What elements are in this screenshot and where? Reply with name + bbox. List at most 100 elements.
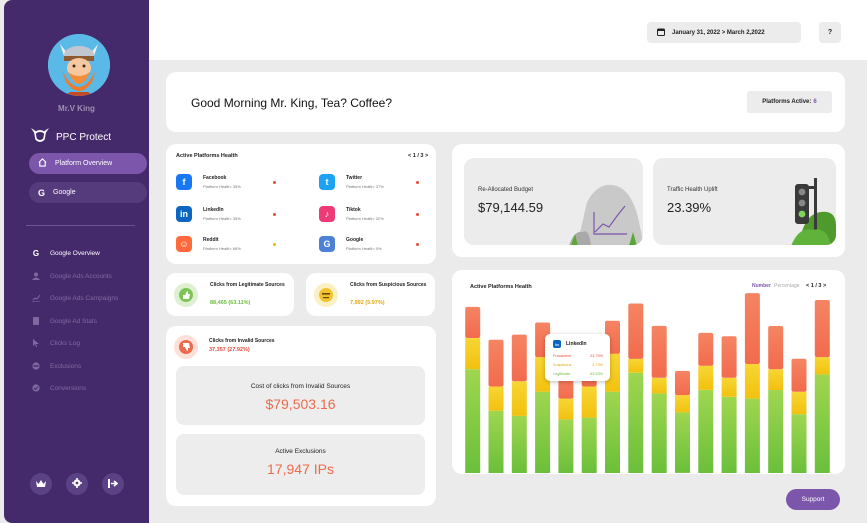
bar-fraudulent-15[interactable] (791, 358, 807, 392)
menu-conversions[interactable]: Conversions (32, 382, 86, 394)
bar-legitimate-4[interactable] (535, 391, 551, 473)
bar-fraudulent-16[interactable] (814, 300, 830, 358)
brand: PPC Protect (30, 127, 111, 146)
menu-google-ads-campaigns[interactable]: Google Ads Campaigns (32, 292, 118, 304)
bar-legitimate-12[interactable] (721, 396, 737, 473)
platforms-health-pager[interactable]: < 1 / 3 > (408, 153, 429, 159)
facebook-icon: f (176, 174, 192, 190)
nav-platform-overview-label: Platform Overview (55, 160, 113, 167)
google-icon: G (32, 248, 40, 258)
bar-fraudulent-10[interactable] (675, 370, 690, 396)
crown-button[interactable] (30, 473, 52, 495)
bar-suspicious-9[interactable] (651, 377, 667, 394)
bar-fraudulent-14[interactable] (768, 326, 784, 370)
bar-fraudulent-13[interactable] (744, 293, 760, 364)
platform-twitter[interactable]: t Twitter Platform Health: 37% (319, 173, 439, 193)
bar-fraudulent-11[interactable] (698, 332, 714, 366)
menu-exclusions[interactable]: Exclusions (32, 360, 81, 372)
gear-icon (72, 475, 82, 493)
support-button[interactable]: Support (786, 489, 840, 510)
status-dot (273, 181, 276, 184)
status-dot (416, 213, 419, 216)
bar-fraudulent-8[interactable] (628, 303, 644, 359)
bar-legitimate-2[interactable] (488, 410, 504, 473)
bar-legitimate-14[interactable] (768, 390, 784, 473)
bar-fraudulent-2[interactable] (488, 339, 504, 387)
platform-name: Facebook (203, 175, 227, 181)
bar-legitimate-10[interactable] (675, 412, 690, 473)
chart-pager[interactable]: < 1 / 3 > (806, 283, 827, 289)
twitter-icon: t (319, 174, 335, 190)
traffic-uplift-label: Traffic Health Uplift (667, 187, 718, 193)
bar-suspicious-2[interactable] (488, 386, 504, 411)
logout-button[interactable] (102, 473, 124, 495)
platform-health: Platform Health: 66% (203, 246, 241, 251)
platform-google[interactable]: G Google Platform Health: 0% (319, 235, 439, 255)
platform-health: Platform Health: 39% (203, 216, 241, 221)
platform-name: LinkedIn (203, 207, 224, 213)
platform-linkedin[interactable]: in LinkedIn Platform Health: 39% (176, 205, 296, 225)
platform-health: Platform Health: 0% (346, 246, 382, 251)
platform-tiktok[interactable]: ♪ Tiktok Platform Health: 32% (319, 205, 439, 225)
platforms-active-count: 6 (813, 99, 817, 105)
menu-label: Conversions (50, 384, 87, 392)
bar-suspicious-8[interactable] (628, 358, 644, 373)
tiktok-icon: ♪ (319, 206, 335, 222)
bar-suspicious-13[interactable] (744, 364, 760, 399)
bar-suspicious-11[interactable] (698, 365, 714, 390)
platform-facebook[interactable]: f Facebook Platform Health: 39% (176, 173, 296, 193)
bar-legitimate-7[interactable] (605, 391, 620, 473)
crown-icon (36, 475, 46, 493)
date-range-picker[interactable]: January 31, 2022 > March 2,2022 (647, 22, 801, 43)
invalid-clicks-card: Clicks from Invalid Sources 37,357 (27.9… (166, 326, 436, 506)
user-avatar[interactable] (48, 34, 110, 96)
bar-legitimate-8[interactable] (628, 372, 644, 473)
settings-button[interactable] (66, 473, 88, 495)
cursor-icon (32, 339, 40, 347)
platform-health: Platform Health: 39% (203, 184, 241, 189)
sidebar-divider (26, 225, 135, 226)
toggle-percentage[interactable]: Percentage (774, 283, 800, 289)
active-exclusions-box: Active Exclusions 17,947 IPs (176, 434, 425, 495)
topbar: January 31, 2022 > March 2,2022 ? (149, 0, 867, 60)
menu-google-ad-stats[interactable]: Google Ad Stats (32, 315, 97, 327)
bar-legitimate-9[interactable] (651, 393, 667, 473)
calendar-icon (657, 28, 665, 38)
platform-reddit[interactable]: ☺ Reddit Platform Health: 66% (176, 235, 296, 255)
bar-fraudulent-3[interactable] (511, 334, 527, 382)
toggle-number[interactable]: Number (752, 283, 771, 289)
bar-legitimate-15[interactable] (791, 414, 807, 473)
status-dot (273, 213, 276, 216)
block-icon (32, 362, 40, 370)
bar-legitimate-3[interactable] (511, 415, 527, 473)
bar-fraudulent-12[interactable] (721, 336, 737, 378)
menu-google-overview[interactable]: G Google Overview (32, 247, 100, 259)
bar-suspicious-3[interactable] (511, 381, 527, 416)
bar-legitimate-11[interactable] (698, 390, 714, 473)
rock-graph-illustration (569, 184, 643, 245)
bar-suspicious-6[interactable] (581, 386, 597, 418)
menu-clicks-log[interactable]: Clicks Log (32, 337, 80, 349)
menu-label: Google Ad Stats (50, 317, 97, 325)
legit-clicks-value: 88,465 (63.11%) (210, 300, 251, 306)
bar-fraudulent-9[interactable] (651, 325, 667, 378)
bar-suspicious-16[interactable] (814, 357, 830, 375)
bar-fraudulent-1[interactable] (465, 306, 481, 338)
bar-legitimate-5[interactable] (558, 419, 574, 473)
menu-google-ads-accounts[interactable]: Google Ads Accounts (32, 270, 112, 282)
nav-google[interactable]: G Google (29, 182, 147, 203)
help-button[interactable]: ? (819, 22, 841, 43)
bar-legitimate-16[interactable] (814, 374, 830, 473)
nav-platform-overview[interactable]: Platform Overview (29, 153, 147, 174)
bar-suspicious-12[interactable] (721, 377, 737, 397)
bar-legitimate-6[interactable] (581, 417, 597, 473)
bar-suspicious-10[interactable] (675, 395, 690, 413)
bar-suspicious-1[interactable] (465, 338, 481, 370)
bar-legitimate-13[interactable] (744, 398, 760, 473)
bar-legitimate-1[interactable] (465, 369, 481, 473)
bar-suspicious-5[interactable] (558, 398, 574, 420)
bar-suspicious-14[interactable] (768, 369, 784, 390)
reallocated-budget-value: $79,144.59 (478, 200, 544, 215)
legit-clicks-label: Clicks from Legitimate Sources (210, 282, 285, 288)
bar-suspicious-15[interactable] (791, 391, 807, 415)
